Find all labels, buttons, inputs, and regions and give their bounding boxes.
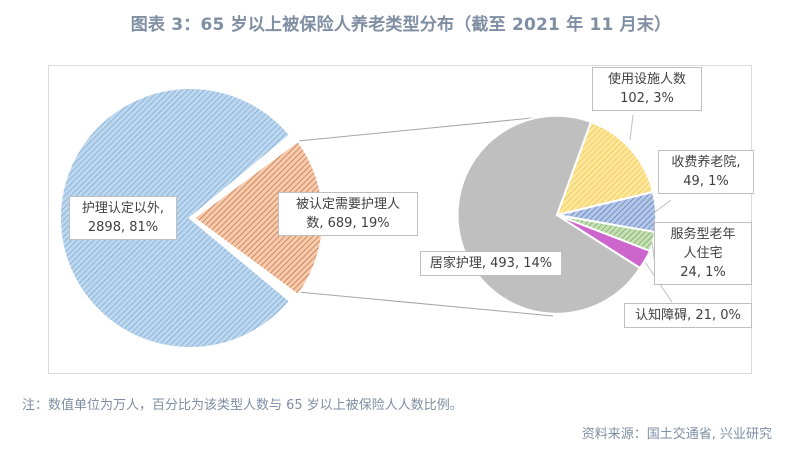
label-service-housing: 服务型老年 人住宅 24, 1%	[654, 222, 752, 285]
connector-line-bottom	[297, 291, 554, 317]
label-facility: 使用设施人数 102, 3%	[592, 67, 702, 111]
chart-title: 图表 3：65 岁以上被保险人养老类型分布（截至 2021 年 11 月末）	[130, 15, 672, 35]
label-paid-home: 收费养老院, 49, 1%	[658, 150, 754, 194]
label-home-care: 居家护理, 493, 14%	[420, 251, 562, 276]
source-note: 资料来源：国土交通省, 兴业研究	[581, 427, 772, 442]
slice-dementia[interactable]	[556, 214, 652, 270]
connector-line-top	[297, 115, 554, 142]
slice-facility[interactable]	[555, 120, 655, 217]
chart-frame	[48, 65, 752, 374]
footnote: 注：数值单位为万人，百分比为该类型人数与 65 岁以上被保险人人数比例。	[22, 398, 463, 413]
label-outside-care: 护理认定以外, 2898, 81%	[69, 196, 177, 240]
label-dementia: 认知障碍, 21, 0%	[624, 303, 752, 328]
label-need-care: 被认定需要护理人 数, 689, 19%	[278, 192, 418, 236]
